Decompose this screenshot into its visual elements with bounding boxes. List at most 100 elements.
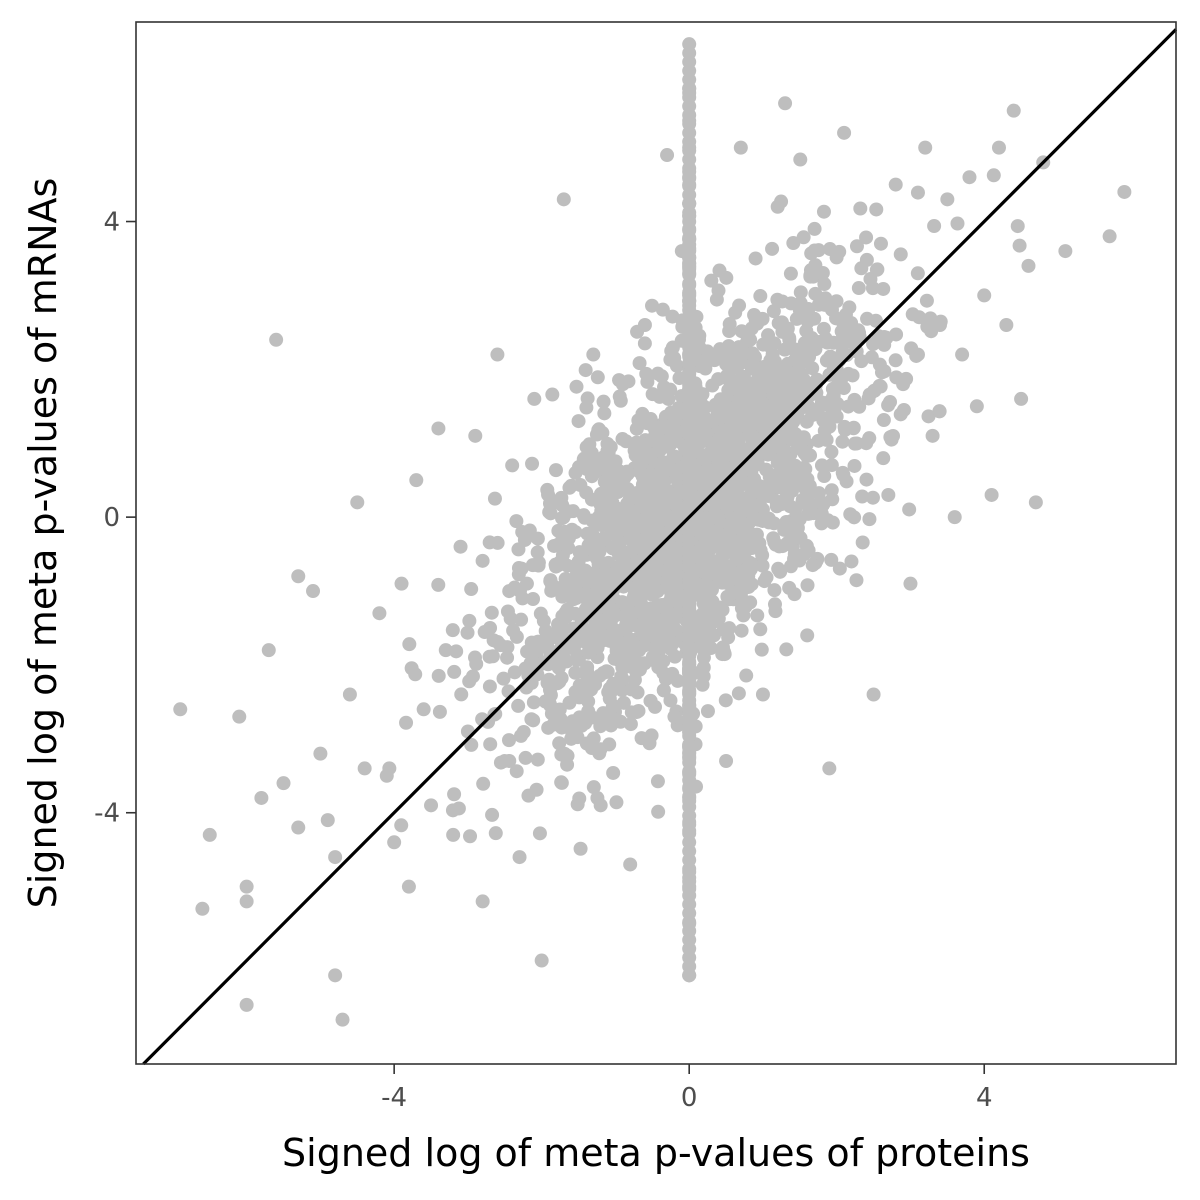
data-point (893, 247, 908, 262)
data-point (868, 313, 883, 328)
data-point (767, 336, 782, 351)
data-point (545, 387, 560, 402)
data-point (716, 622, 731, 637)
data-point (876, 451, 891, 466)
data-point (570, 560, 585, 575)
data-point (511, 561, 526, 576)
data-point (919, 293, 934, 308)
data-point (557, 746, 572, 761)
data-point (747, 380, 762, 395)
data-point (718, 402, 733, 417)
data-point (550, 538, 565, 553)
data-point (669, 543, 684, 558)
data-point (519, 576, 534, 591)
data-point (854, 354, 869, 369)
data-point (739, 668, 754, 683)
data-point (761, 511, 776, 526)
data-point (609, 795, 624, 810)
data-point (416, 702, 431, 717)
data-point (785, 483, 800, 498)
points-layer (173, 37, 1132, 1027)
data-point (579, 400, 594, 415)
data-point (602, 737, 617, 752)
data-point (753, 289, 768, 304)
data-point (704, 273, 719, 288)
plot-panel-border (135, 21, 1177, 1065)
data-point (755, 419, 770, 434)
data-point (886, 428, 901, 443)
data-point (977, 288, 992, 303)
data-point (800, 578, 815, 593)
data-point (320, 813, 335, 828)
data-point (342, 687, 357, 702)
data-point (660, 596, 675, 611)
data-point (549, 495, 564, 510)
data-point (540, 482, 555, 497)
data-point (874, 365, 889, 380)
data-point (574, 628, 589, 643)
data-point (607, 566, 622, 581)
data-point (485, 807, 500, 822)
data-point (589, 427, 604, 442)
data-point (710, 411, 725, 426)
data-point (745, 346, 760, 361)
data-point (554, 671, 569, 686)
data-point (771, 561, 786, 576)
data-point (859, 436, 874, 451)
data-point (654, 456, 669, 471)
data-point (665, 666, 680, 681)
data-point (800, 628, 815, 643)
data-point (431, 668, 446, 683)
data-point (600, 436, 615, 451)
data-point (793, 342, 808, 357)
data-point (596, 394, 611, 409)
data-point (791, 373, 806, 388)
data-point (601, 504, 616, 519)
data-point (839, 348, 854, 363)
data-point (706, 528, 721, 543)
data-point (509, 514, 524, 529)
data-point (835, 314, 850, 329)
data-point (849, 573, 864, 588)
data-point (588, 567, 603, 582)
data-point (628, 618, 643, 633)
data-point (653, 433, 668, 448)
data-point (581, 704, 596, 719)
reference-line-layer (142, 28, 1178, 1066)
data-point (814, 506, 829, 521)
data-point (357, 761, 372, 776)
data-point (638, 511, 653, 526)
data-point (674, 244, 689, 259)
data-point (861, 391, 876, 406)
data-point (306, 584, 321, 599)
data-point (626, 591, 641, 606)
data-point (682, 37, 697, 52)
data-point (615, 377, 630, 392)
data-point (822, 419, 837, 434)
data-point (986, 168, 1001, 183)
data-point (682, 968, 697, 983)
data-point (893, 407, 908, 422)
data-point (711, 495, 726, 510)
data-point (719, 270, 734, 285)
data-point (578, 716, 593, 731)
data-point (920, 319, 935, 334)
data-point (719, 754, 734, 769)
data-point (693, 472, 708, 487)
data-point (811, 297, 826, 312)
data-point (542, 505, 557, 520)
data-point (588, 619, 603, 634)
data-point (841, 366, 856, 381)
data-point (765, 374, 780, 389)
data-point (787, 587, 802, 602)
data-point (722, 317, 737, 332)
data-point (588, 677, 603, 692)
data-point (802, 499, 817, 514)
data-point (500, 650, 515, 665)
data-point (543, 698, 558, 713)
data-point (239, 879, 254, 894)
data-point (663, 641, 678, 656)
data-point (387, 835, 402, 850)
data-point (651, 804, 666, 819)
data-point (561, 540, 576, 555)
